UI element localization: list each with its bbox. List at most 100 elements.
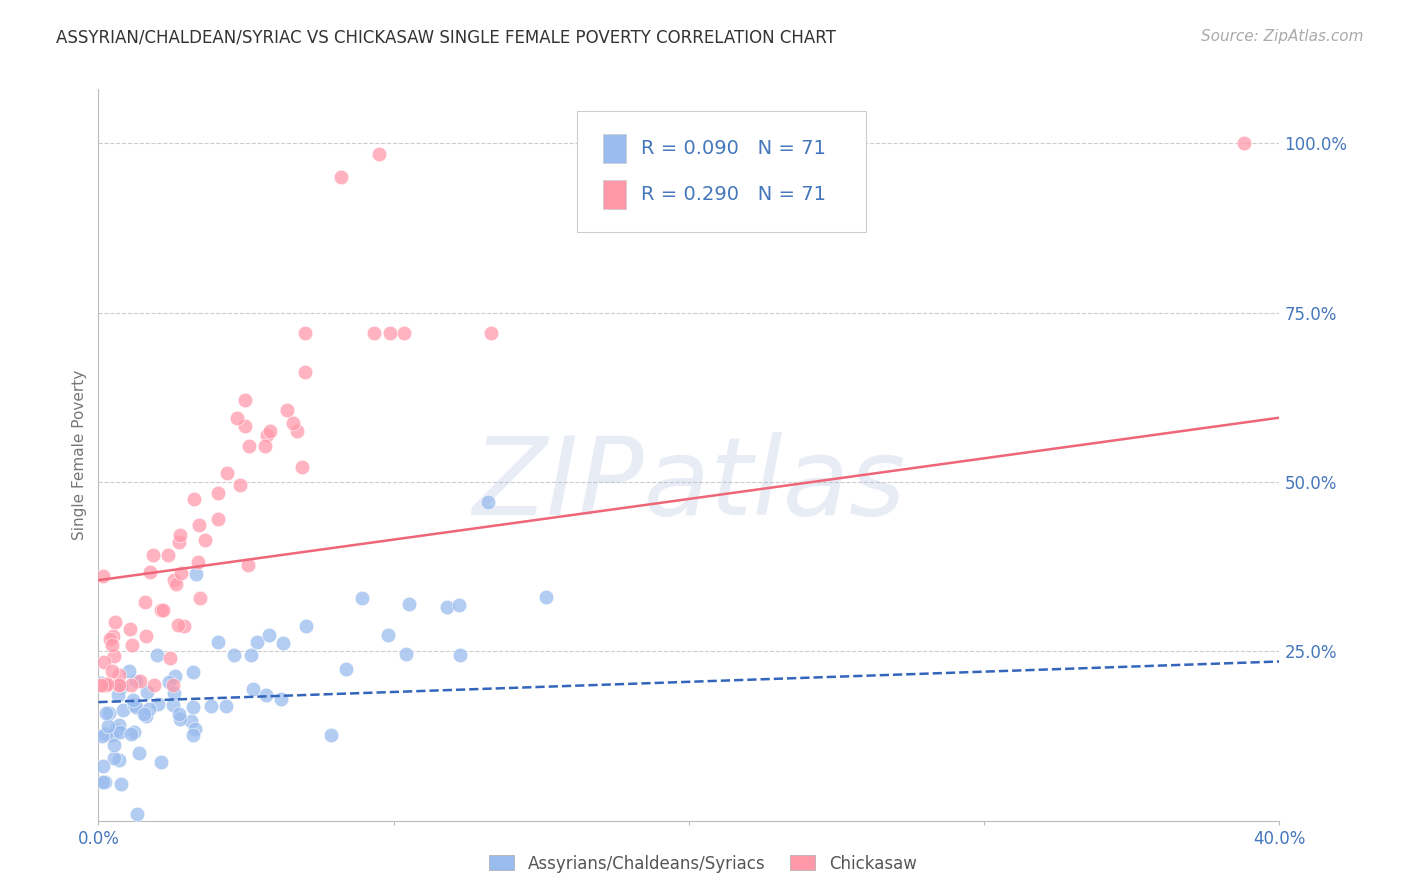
Point xyxy=(149,603,172,617)
Point xyxy=(165,669,187,683)
Point xyxy=(169,534,191,549)
Point xyxy=(94,727,117,741)
Point xyxy=(165,577,187,591)
Point xyxy=(1233,136,1256,151)
Point xyxy=(148,697,170,711)
Point xyxy=(163,686,186,700)
Point xyxy=(233,393,256,408)
Text: Source: ZipAtlas.com: Source: ZipAtlas.com xyxy=(1201,29,1364,44)
Point xyxy=(94,678,117,692)
Point xyxy=(240,648,263,662)
Text: R = 0.290   N = 71: R = 0.290 N = 71 xyxy=(641,186,825,204)
Point xyxy=(350,591,373,606)
Point xyxy=(256,428,278,442)
Point xyxy=(183,491,205,506)
Point xyxy=(122,698,145,712)
Point xyxy=(108,678,131,692)
Point xyxy=(294,326,316,340)
Point xyxy=(93,569,115,583)
Point xyxy=(394,326,416,340)
Point xyxy=(169,706,191,721)
Point xyxy=(270,692,292,706)
Point xyxy=(181,665,204,679)
Point xyxy=(363,326,385,340)
Point xyxy=(259,425,281,439)
Point xyxy=(215,467,238,481)
Point xyxy=(194,533,217,547)
FancyBboxPatch shape xyxy=(576,112,866,232)
Point xyxy=(98,632,121,646)
Point xyxy=(135,709,157,723)
Point xyxy=(96,678,118,692)
Point xyxy=(169,566,191,581)
Point xyxy=(180,714,202,728)
Point xyxy=(207,512,229,526)
Point xyxy=(294,364,316,378)
Point xyxy=(91,759,114,773)
Point xyxy=(238,439,260,453)
Text: R = 0.090   N = 71: R = 0.090 N = 71 xyxy=(641,138,825,158)
Point xyxy=(112,703,135,717)
Point xyxy=(96,676,118,690)
Point xyxy=(129,674,152,689)
Point xyxy=(110,776,132,790)
Point xyxy=(104,723,127,738)
Point xyxy=(138,702,160,716)
Point xyxy=(242,681,264,696)
Point xyxy=(94,678,117,692)
Point xyxy=(107,678,129,692)
Point xyxy=(188,591,211,605)
Point xyxy=(104,615,127,629)
Point xyxy=(257,628,280,642)
Point xyxy=(91,678,114,692)
Point xyxy=(91,775,114,789)
Point xyxy=(143,678,166,692)
Point xyxy=(90,678,112,692)
Point xyxy=(101,629,124,643)
Point xyxy=(159,651,181,665)
Point xyxy=(449,599,471,613)
Point xyxy=(108,717,131,731)
Point xyxy=(163,573,186,587)
Point xyxy=(166,618,188,632)
Point xyxy=(134,594,156,608)
Point xyxy=(90,678,112,692)
Point xyxy=(156,548,179,562)
Point xyxy=(96,706,118,720)
Point xyxy=(254,688,277,702)
Point xyxy=(152,603,174,617)
Point xyxy=(101,664,124,678)
Point xyxy=(125,806,148,821)
Point xyxy=(207,635,229,649)
FancyBboxPatch shape xyxy=(603,134,626,162)
Point xyxy=(108,725,131,739)
Point xyxy=(142,548,165,562)
Point xyxy=(108,754,131,768)
Point xyxy=(295,619,318,633)
Point xyxy=(225,411,247,425)
Legend: Assyrians/Chaldeans/Syriacs, Chickasaw: Assyrians/Chaldeans/Syriacs, Chickasaw xyxy=(482,848,924,880)
Point xyxy=(146,648,169,662)
Point xyxy=(98,706,121,720)
Point xyxy=(93,678,115,692)
Point xyxy=(183,699,205,714)
Point xyxy=(254,439,277,453)
Point xyxy=(101,728,124,742)
Point xyxy=(103,750,125,764)
Point xyxy=(91,730,114,744)
Point xyxy=(120,727,142,741)
Point xyxy=(128,746,150,760)
Point xyxy=(157,675,180,690)
Point xyxy=(138,565,160,579)
Point xyxy=(107,688,129,702)
Point xyxy=(271,636,294,650)
Point xyxy=(329,170,352,185)
Point xyxy=(173,619,195,633)
Point xyxy=(97,719,120,733)
Point xyxy=(169,712,191,726)
Point xyxy=(120,678,142,692)
Point xyxy=(162,698,184,713)
Point xyxy=(184,722,207,736)
Point xyxy=(188,517,211,532)
Point xyxy=(181,728,204,742)
